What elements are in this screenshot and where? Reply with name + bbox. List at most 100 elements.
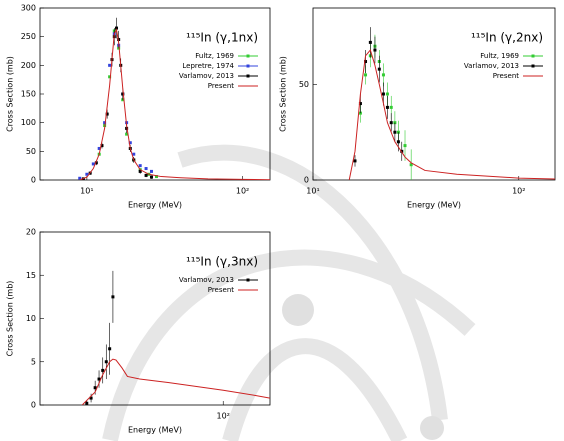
- y-tick-label: 100: [21, 118, 36, 127]
- legend-marker: [246, 64, 250, 68]
- y-tick-label: 250: [21, 32, 36, 41]
- data-point: [377, 67, 381, 71]
- data-point: [144, 167, 148, 171]
- data-point: [97, 377, 101, 381]
- data-point: [409, 163, 413, 167]
- data-point: [364, 73, 368, 77]
- x-axis-label: Energy (MeV): [407, 201, 461, 210]
- chart: 0 5 10 15 20 10² Energy (MeV) Cross Section (mb…: [6, 228, 271, 435]
- data-point: [78, 176, 82, 180]
- data-point: [105, 112, 109, 116]
- y-tick-label: 50: [299, 80, 309, 89]
- data-point: [389, 105, 393, 109]
- y-tick-label: 300: [21, 4, 36, 13]
- watermark-dot: [420, 416, 444, 440]
- data-point: [138, 169, 142, 173]
- y-tick-label: 10: [26, 314, 36, 323]
- data-point: [121, 92, 125, 96]
- data-point: [97, 146, 101, 150]
- data-point: [353, 159, 357, 163]
- watermark-dot: [282, 294, 314, 326]
- chart: 0 50 10¹ 10² Energy (MeV) Cross Section (mb) ¹…: [279, 7, 556, 210]
- data-point: [93, 386, 97, 390]
- legend-label: Varlamov, 2013: [179, 276, 234, 284]
- y-axis-label: Cross Section (mb): [279, 56, 288, 132]
- y-tick-label: 0: [31, 401, 36, 410]
- data-point: [85, 401, 89, 405]
- data-point: [381, 92, 385, 96]
- data-point: [104, 360, 108, 364]
- data-point: [128, 141, 132, 145]
- data-point: [389, 121, 393, 125]
- data-point: [368, 40, 372, 44]
- chart-title: ¹¹⁵In (γ,3nx): [186, 255, 258, 269]
- legend-label: Present: [208, 82, 235, 90]
- data-point: [364, 60, 368, 64]
- data-point: [385, 92, 389, 96]
- watermark-arc: [102, 249, 476, 441]
- y-tick-label: 150: [21, 90, 36, 99]
- y-tick-label: 0: [31, 176, 36, 185]
- legend-label: Varlamov, 2013: [464, 62, 519, 70]
- data-point: [396, 140, 400, 144]
- legend-label: Fultz, 1969: [195, 52, 234, 60]
- data-point: [144, 173, 148, 177]
- x-tick-label: 10¹: [306, 187, 319, 196]
- data-point: [100, 144, 104, 148]
- data-point: [101, 368, 105, 372]
- plot-area: [78, 17, 270, 180]
- y-axis-label: Cross Section (mb): [6, 281, 15, 357]
- x-tick-label: 10¹: [80, 187, 93, 196]
- watermark: [102, 144, 476, 441]
- chart-title: ¹¹⁵In (γ,2nx): [471, 31, 543, 45]
- y-axis-label: Cross Section (mb): [6, 56, 15, 132]
- legend-label: Fultz, 1969: [480, 52, 519, 60]
- plot-area: [81, 270, 270, 405]
- legend-label: Present: [208, 286, 235, 294]
- series-line: [348, 49, 555, 180]
- data-point: [85, 172, 89, 176]
- y-tick-label: 5: [31, 357, 36, 366]
- data-point: [403, 144, 407, 148]
- data-point: [94, 161, 98, 165]
- legend-marker: [246, 278, 250, 282]
- data-point: [103, 121, 107, 125]
- watermark-arc: [177, 144, 448, 421]
- chart: 0 50 100 150 200 250 300 10¹ 10² Energy (MeV) Cros…: [6, 4, 271, 210]
- x-axis-label: Energy (MeV): [128, 201, 182, 210]
- legend-marker: [246, 54, 250, 58]
- y-tick-label: 200: [21, 61, 36, 70]
- data-point: [111, 295, 115, 299]
- plot-frame: [312, 7, 556, 181]
- x-tick-label: 10²: [236, 187, 249, 196]
- chart-title: ¹¹⁵In (γ,1nx): [186, 31, 258, 45]
- data-point: [381, 73, 385, 77]
- data-point: [393, 130, 397, 134]
- series-line: [81, 358, 270, 405]
- data-point: [89, 396, 93, 400]
- y-tick-label: 15: [26, 271, 36, 280]
- legend-marker: [531, 54, 535, 58]
- data-point: [108, 347, 112, 351]
- legend-marker: [246, 74, 250, 78]
- x-tick-label: 10²: [512, 187, 525, 196]
- data-point: [138, 164, 142, 168]
- data-point: [132, 152, 136, 156]
- data-point: [149, 169, 153, 173]
- legend-label: Lepretre, 1974: [182, 62, 234, 70]
- x-tick-label: 10²: [217, 412, 230, 421]
- data-point: [149, 175, 153, 179]
- y-tick-label: 20: [26, 228, 36, 237]
- legend-label: Present: [493, 72, 520, 80]
- data-point: [358, 102, 362, 106]
- data-point: [385, 105, 389, 109]
- data-point: [125, 132, 129, 136]
- data-point: [154, 175, 158, 179]
- data-point: [108, 63, 112, 67]
- y-tick-label: 0: [304, 176, 309, 185]
- watermark-arc: [222, 338, 408, 441]
- x-axis-label: Energy (MeV): [128, 426, 182, 435]
- plot-area: [348, 27, 555, 180]
- data-point: [108, 75, 112, 79]
